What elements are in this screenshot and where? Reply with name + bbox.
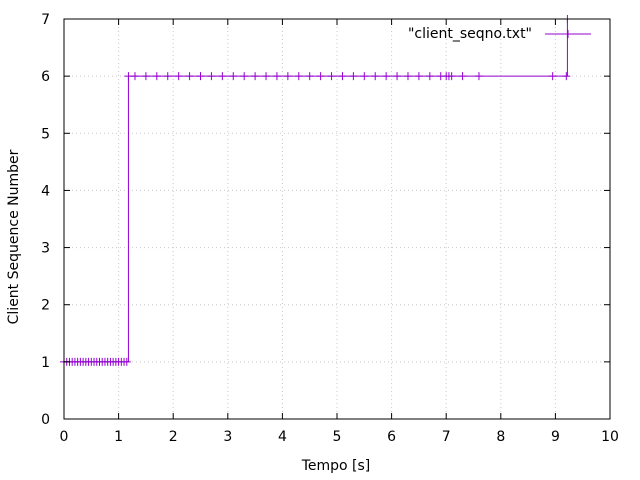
plot-border — [63, 18, 611, 420]
data-point — [327, 72, 336, 81]
x-tick-label: 6 — [387, 429, 396, 445]
data-point — [240, 72, 249, 81]
data-point — [371, 72, 380, 81]
data-point — [262, 72, 271, 81]
x-tick-label: 5 — [333, 429, 342, 445]
y-tick-label: 6 — [41, 69, 50, 85]
x-tick-label: 3 — [223, 429, 232, 445]
series-layer — [60, 15, 572, 366]
legend-marker-plus-icon — [564, 30, 572, 38]
x-tick-label: 2 — [169, 429, 178, 445]
data-point — [316, 72, 325, 81]
data-point — [163, 72, 172, 81]
grid — [64, 19, 610, 419]
y-tick-label: 5 — [41, 126, 50, 142]
data-point — [229, 72, 238, 81]
x-tick-label: 1 — [114, 429, 123, 445]
data-point — [474, 72, 483, 81]
x-tick-label: 7 — [442, 429, 451, 445]
data-point — [141, 72, 150, 81]
x-axis-label: Tempo [s] — [301, 458, 371, 474]
y-tick-label: 4 — [41, 183, 50, 199]
data-point — [360, 72, 369, 81]
data-point — [251, 72, 260, 81]
x-tick-label: 8 — [496, 429, 505, 445]
axes — [63, 18, 611, 420]
data-point — [425, 72, 434, 81]
data-point — [174, 72, 183, 81]
data-point — [130, 72, 139, 81]
data-point — [458, 72, 467, 81]
data-point — [393, 72, 402, 81]
x-tick-label: 9 — [551, 429, 560, 445]
data-point — [185, 72, 194, 81]
data-point — [272, 72, 281, 81]
y-tick-label: 3 — [41, 241, 50, 257]
data-point — [305, 72, 314, 81]
data-point — [562, 72, 571, 81]
legend-label-client-seqno: "client_seqno.txt" — [408, 26, 532, 42]
data-point — [294, 72, 303, 81]
x-tick-label: 10 — [601, 429, 619, 445]
data-point — [218, 72, 227, 81]
tick-labels: 0 1 2 3 4 5 6 7 8 9 10 0 1 2 3 4 5 6 7 — [41, 12, 619, 445]
x-tick-label: 4 — [278, 429, 287, 445]
data-point — [207, 72, 216, 81]
legend: "client_seqno.txt" — [408, 26, 591, 42]
data-point — [152, 72, 161, 81]
data-point — [349, 72, 358, 81]
data-point — [122, 357, 131, 366]
x-tick-label: 0 — [60, 429, 69, 445]
y-tick-label: 7 — [41, 12, 50, 28]
data-point — [414, 72, 423, 81]
data-point — [196, 72, 205, 81]
y-tick-label: 2 — [41, 298, 50, 314]
data-point — [548, 72, 557, 81]
y-tick-label: 1 — [41, 355, 50, 371]
data-point — [447, 72, 456, 81]
y-axis-label: Client Sequence Number — [6, 149, 22, 324]
y-tick-label: 0 — [41, 412, 50, 428]
data-point — [382, 72, 391, 81]
data-point — [283, 72, 292, 81]
series-line-0 — [64, 19, 568, 363]
data-point — [403, 72, 412, 81]
data-point — [338, 72, 347, 81]
